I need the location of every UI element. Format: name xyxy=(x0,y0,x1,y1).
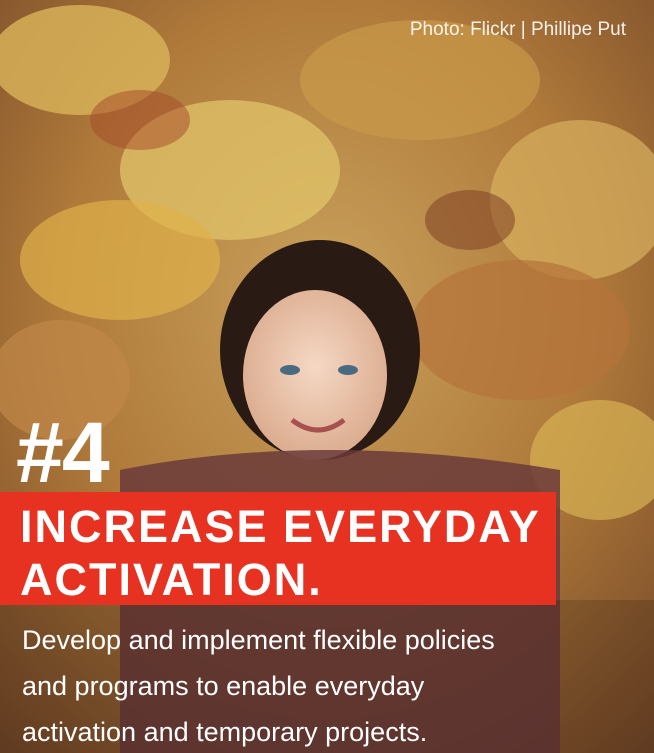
body-line: Develop and implement flexible policies xyxy=(22,625,495,655)
body-line: activation and temporary projects. xyxy=(22,717,427,747)
number: #4 xyxy=(16,405,110,501)
body-line: and programs to enable everyday xyxy=(22,671,425,701)
photo-credit: Photo: Flickr | Phillipe Put xyxy=(410,19,627,40)
heading-line: ACTIVATION. xyxy=(20,554,323,605)
heading-line: INCREASE EVERYDAY xyxy=(20,501,541,552)
poster: Photo: Flickr | Phillipe Put #4 INCREASE… xyxy=(0,0,654,753)
